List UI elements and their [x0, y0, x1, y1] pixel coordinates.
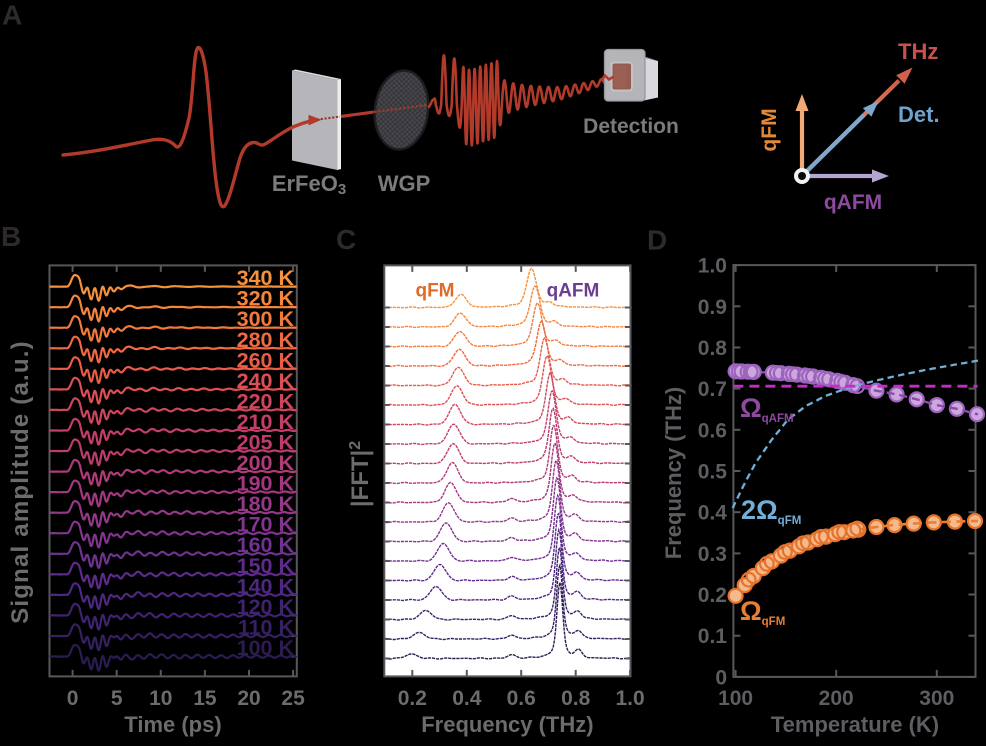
svg-text:0.9: 0.9	[698, 296, 727, 319]
svg-text:1.0: 1.0	[698, 255, 727, 278]
svg-text:0.5: 0.5	[698, 461, 728, 484]
svg-text:D: D	[647, 224, 667, 255]
svg-text:0.6: 0.6	[507, 687, 536, 710]
svg-text:ΩqAFM: ΩqAFM	[740, 393, 794, 425]
svg-text:Detection: Detection	[583, 115, 679, 138]
svg-text:0.6: 0.6	[698, 419, 727, 442]
svg-text:220 K: 220 K	[237, 389, 295, 413]
svg-text:2ΩqFM: 2ΩqFM	[741, 495, 801, 527]
svg-text:260 K: 260 K	[237, 348, 295, 372]
svg-text:110 K: 110 K	[238, 616, 295, 640]
svg-text:0.3: 0.3	[698, 543, 727, 566]
svg-text:THz: THz	[898, 39, 938, 64]
svg-text:190 K: 190 K	[237, 472, 295, 496]
svg-text:320 K: 320 K	[237, 287, 295, 311]
svg-text:100: 100	[718, 687, 753, 710]
svg-text:Det.: Det.	[898, 102, 940, 127]
svg-text:qFM: qFM	[758, 108, 781, 151]
svg-text:0.8: 0.8	[698, 337, 728, 360]
svg-text:150 K: 150 K	[237, 554, 295, 578]
svg-text:0.2: 0.2	[698, 584, 727, 607]
svg-text:205 K: 205 K	[237, 431, 295, 455]
svg-text:240 K: 240 K	[237, 369, 295, 393]
svg-text:ErFeO3: ErFeO3	[272, 171, 346, 198]
svg-text:15: 15	[193, 687, 217, 710]
svg-text:300 K: 300 K	[237, 307, 295, 331]
svg-text:qAFM: qAFM	[824, 191, 882, 214]
svg-text:A: A	[2, 0, 22, 30]
svg-text:5: 5	[111, 687, 123, 710]
svg-text:25: 25	[281, 687, 305, 710]
svg-text:140 K: 140 K	[237, 574, 295, 598]
svg-text:200: 200	[819, 687, 854, 710]
svg-text:qFM: qFM	[415, 281, 454, 302]
svg-text:|FFT|2: |FFT|2	[347, 441, 374, 507]
svg-text:0.8: 0.8	[561, 687, 591, 710]
svg-text:ΩqFM: ΩqFM	[740, 596, 785, 628]
svg-text:300: 300	[919, 687, 954, 710]
svg-text:180 K: 180 K	[237, 492, 295, 516]
svg-text:1.0: 1.0	[615, 687, 644, 710]
svg-text:0: 0	[67, 687, 79, 710]
svg-text:WGP: WGP	[378, 171, 431, 196]
svg-text:160 K: 160 K	[237, 533, 295, 557]
svg-text:0.4: 0.4	[452, 687, 482, 710]
svg-text:10: 10	[149, 687, 172, 710]
svg-text:340 K: 340 K	[237, 266, 295, 290]
svg-text:qAFM: qAFM	[547, 281, 600, 302]
svg-text:0: 0	[715, 666, 727, 689]
svg-text:Time (ps): Time (ps)	[124, 712, 221, 737]
svg-text:0.1: 0.1	[698, 625, 728, 648]
svg-text:200 K: 200 K	[237, 451, 295, 475]
svg-text:210 K: 210 K	[237, 410, 295, 434]
svg-text:0.2: 0.2	[398, 687, 427, 710]
svg-text:170 K: 170 K	[237, 513, 295, 537]
svg-text:120 K: 120 K	[237, 595, 295, 619]
svg-text:0.7: 0.7	[698, 378, 727, 401]
svg-text:Temperature (K): Temperature (K)	[771, 712, 939, 737]
svg-text:Signal amplitude (a.u.): Signal amplitude (a.u.)	[7, 340, 34, 624]
svg-text:100 K: 100 K	[237, 636, 295, 660]
svg-text:Frequency (THz): Frequency (THz)	[421, 712, 593, 737]
svg-text:20: 20	[237, 687, 260, 710]
svg-text:280 K: 280 K	[237, 328, 295, 352]
svg-text:0.4: 0.4	[698, 502, 728, 525]
svg-text:Frequency (THz): Frequency (THz)	[661, 387, 686, 559]
svg-text:C: C	[336, 224, 356, 255]
svg-text:B: B	[1, 221, 21, 252]
